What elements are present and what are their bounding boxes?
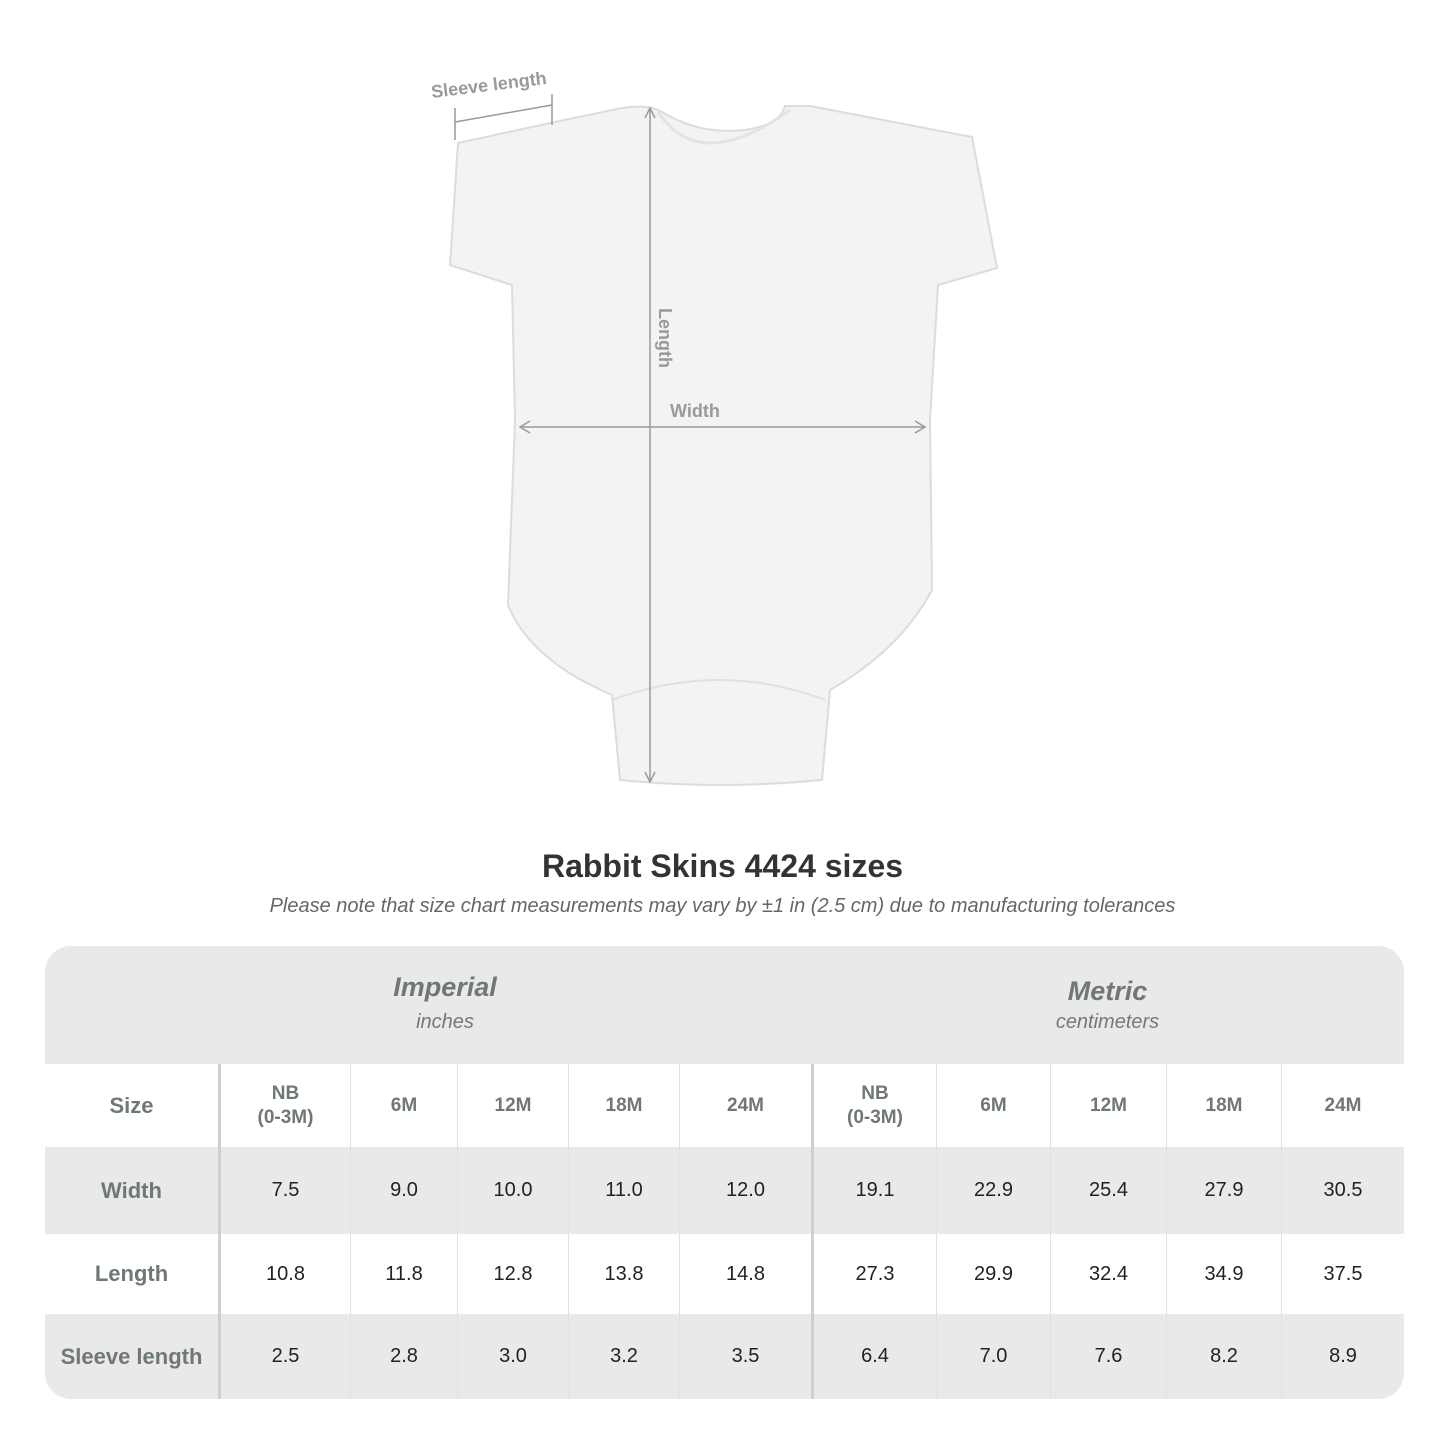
size-header-cell: 18M: [1166, 1064, 1281, 1147]
value-cell: 8.9: [1281, 1314, 1404, 1399]
length-label: Length: [655, 308, 675, 368]
size-header-cell: NB (0-3M): [218, 1064, 350, 1147]
tolerance-note: Please note that size chart measurements…: [269, 895, 1176, 917]
size-header-cell: 6M: [350, 1064, 457, 1147]
value-cell: 14.8: [679, 1234, 811, 1314]
size-header-cell: 6M: [936, 1064, 1050, 1147]
value-cell: 9.0: [350, 1147, 457, 1234]
row-label: Width: [101, 1177, 162, 1203]
value-cell: 32.4: [1050, 1234, 1166, 1314]
value-cell: 11.0: [568, 1147, 679, 1234]
value-cell: 27.9: [1166, 1147, 1281, 1234]
size-table: Imperial inches Metric centimeters Size N…: [45, 946, 1404, 1399]
size-header-cell: 24M: [679, 1064, 811, 1147]
value-cell: 11.8: [350, 1234, 457, 1314]
value-cell: 27.3: [811, 1234, 936, 1314]
width-label: Width: [670, 401, 720, 421]
value-cell: 7.6: [1050, 1314, 1166, 1399]
metric-header: Metric centimeters: [811, 946, 1404, 1064]
value-cell: 3.5: [679, 1314, 811, 1399]
value-cell: 3.0: [457, 1314, 568, 1399]
onesie-diagram: Sleeve length Length Width: [430, 68, 999, 786]
value-cell: 3.2: [568, 1314, 679, 1399]
size-header-row: Size NB (0-3M) 6M 12M 18M 24M NB (0-3M) 6M 12M 18…: [45, 1064, 1404, 1147]
value-cell: 13.8: [568, 1234, 679, 1314]
chart-title: Rabbit Skins 4424 sizes: [541, 848, 904, 884]
value-cell: 25.4: [1050, 1147, 1166, 1234]
size-header-cell: NB (0-3M): [811, 1064, 936, 1147]
size-header-cell: 24M: [1281, 1064, 1404, 1147]
table-row: Length 10.8 11.8 12.8 13.8 14.8 27.3 29.9 32.4 34…: [45, 1234, 1404, 1314]
table-row: Sleeve length 2.5 2.8 3.0 3.2 3.5 6.4 7.0 7.6 8.2…: [45, 1314, 1404, 1399]
value-cell: 30.5: [1281, 1147, 1404, 1234]
size-header-cell: 18M: [568, 1064, 679, 1147]
sleeve-length-label: Sleeve length: [430, 68, 548, 102]
value-cell: 7.0: [936, 1314, 1050, 1399]
row-label: Sleeve length: [60, 1343, 203, 1369]
imperial-header: Imperial inches: [45, 946, 811, 1064]
value-cell: 10.0: [457, 1147, 568, 1234]
imperial-unit: inches: [416, 1011, 474, 1033]
metric-label: Metric: [1067, 976, 1148, 1006]
row-label: Length: [94, 1261, 169, 1286]
value-cell: 22.9: [936, 1147, 1050, 1234]
sleeve-length-arrow: [454, 94, 553, 140]
size-label: Size: [109, 1092, 154, 1118]
table-row: Width 7.5 9.0 10.0 11.0 12.0 19.1 22.9 25.4 27.9 3…: [45, 1147, 1404, 1234]
imperial-label: Imperial: [393, 972, 497, 1002]
value-cell: 12.0: [679, 1147, 811, 1234]
size-header-cell: 12M: [457, 1064, 568, 1147]
value-cell: 12.8: [457, 1234, 568, 1314]
value-cell: 6.4: [811, 1314, 936, 1399]
value-cell: 7.5: [218, 1147, 350, 1234]
value-cell: 19.1: [811, 1147, 936, 1234]
size-header-cell: 12M: [1050, 1064, 1166, 1147]
value-cell: 34.9: [1166, 1234, 1281, 1314]
value-cell: 8.2: [1166, 1314, 1281, 1399]
onesie-image: [448, 105, 999, 786]
value-cell: 29.9: [936, 1234, 1050, 1314]
width-arrow: [518, 420, 927, 434]
value-cell: 10.8: [218, 1234, 350, 1314]
metric-unit: centimeters: [1055, 1011, 1160, 1033]
value-cell: 2.8: [350, 1314, 457, 1399]
length-arrow: [644, 106, 656, 784]
value-cell: 2.5: [218, 1314, 350, 1399]
value-cell: 37.5: [1281, 1234, 1404, 1314]
